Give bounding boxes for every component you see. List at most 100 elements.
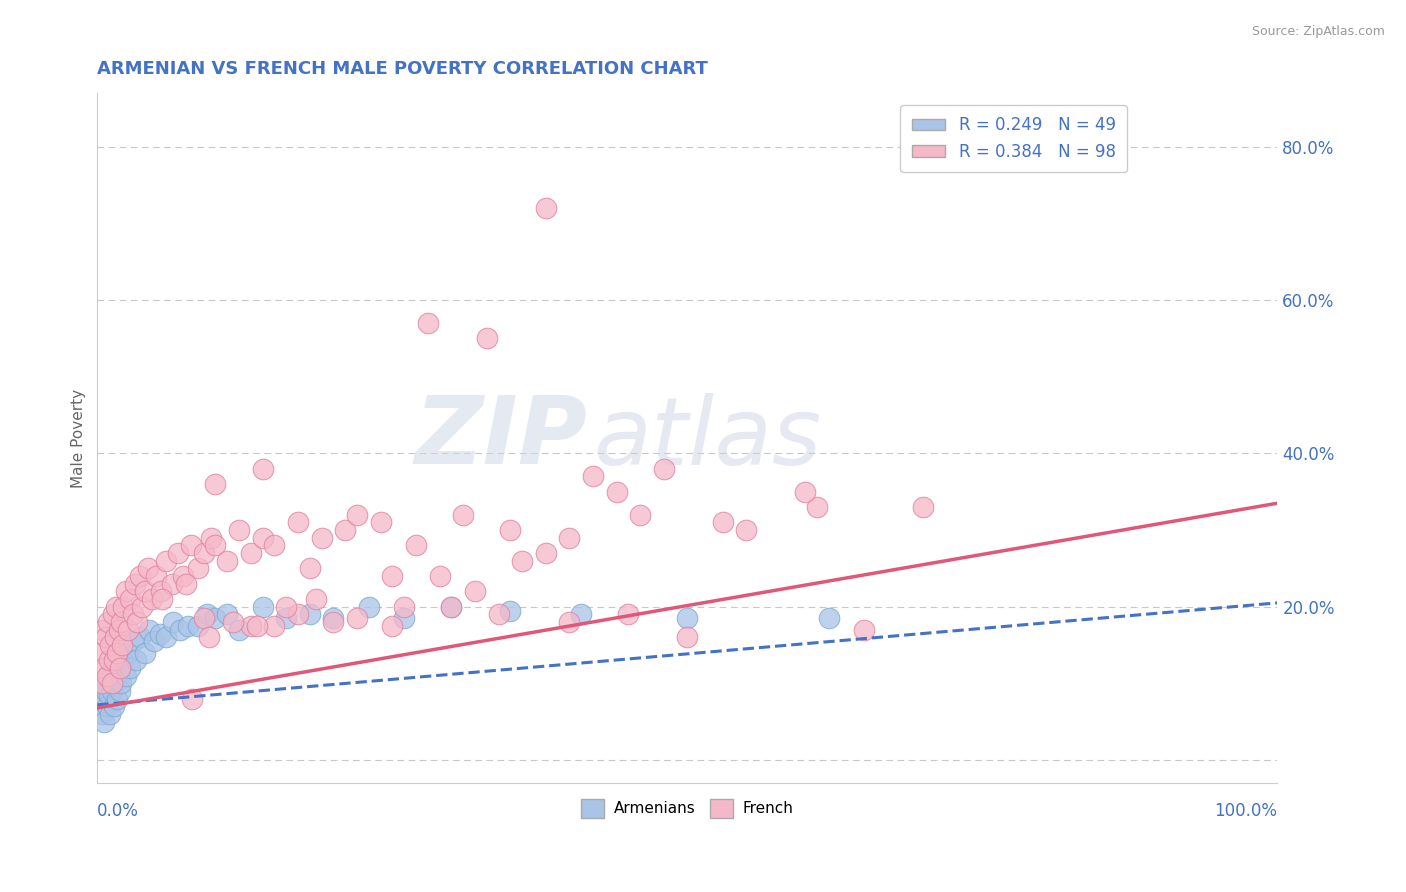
Text: Source: ZipAtlas.com: Source: ZipAtlas.com [1251, 25, 1385, 38]
Point [134, 584, 156, 599]
Point [853, 623, 876, 637]
Text: ZIP: ZIP [415, 392, 588, 484]
Point [110, 615, 132, 629]
Point [90, 691, 112, 706]
Point [606, 484, 628, 499]
Point [628, 508, 651, 522]
Point [263, 619, 285, 633]
Point [322, 611, 344, 625]
Point [195, 607, 218, 622]
Point [98, 706, 121, 721]
Point [499, 603, 522, 617]
Point [370, 516, 392, 530]
Point [187, 561, 209, 575]
Point [98, 653, 121, 667]
Point [204, 538, 226, 552]
Point [204, 611, 226, 625]
Point [128, 569, 150, 583]
Point [392, 599, 415, 614]
Point [298, 607, 321, 622]
Point [488, 607, 510, 622]
Point [534, 546, 557, 560]
Point [676, 631, 699, 645]
Point [204, 477, 226, 491]
Point [246, 619, 269, 633]
Point [121, 607, 143, 622]
Point [912, 500, 935, 514]
Point [475, 331, 498, 345]
Text: 0.0%: 0.0% [97, 802, 139, 821]
Point [200, 531, 222, 545]
Point [91, 706, 114, 721]
Point [451, 508, 474, 522]
Point [101, 661, 124, 675]
Point [134, 646, 156, 660]
Point [150, 584, 173, 599]
Point [617, 607, 640, 622]
Point [96, 669, 118, 683]
Point [91, 623, 114, 637]
Point [112, 599, 135, 614]
Point [125, 653, 148, 667]
Point [107, 691, 129, 706]
Point [346, 508, 368, 522]
Point [794, 484, 817, 499]
Point [177, 619, 200, 633]
Point [287, 607, 309, 622]
Point [110, 676, 132, 690]
Text: atlas: atlas [593, 392, 821, 483]
Point [98, 638, 121, 652]
Point [357, 599, 380, 614]
Point [287, 516, 309, 530]
Point [652, 461, 675, 475]
Point [143, 634, 166, 648]
Point [100, 676, 122, 690]
Point [111, 638, 134, 652]
Point [114, 584, 136, 599]
Point [136, 561, 159, 575]
Point [174, 576, 197, 591]
Text: ARMENIAN VS FRENCH MALE POVERTY CORRELATION CHART: ARMENIAN VS FRENCH MALE POVERTY CORRELAT… [97, 60, 709, 78]
Point [252, 461, 274, 475]
Point [239, 546, 262, 560]
Point [381, 569, 404, 583]
Point [346, 611, 368, 625]
Point [217, 607, 239, 622]
Point [94, 684, 117, 698]
Point [112, 653, 135, 667]
Point [510, 554, 533, 568]
Point [104, 676, 127, 690]
Point [252, 599, 274, 614]
Point [138, 623, 160, 637]
Point [107, 646, 129, 660]
Point [228, 523, 250, 537]
Point [222, 615, 245, 629]
Point [155, 554, 177, 568]
Point [100, 684, 122, 698]
Point [117, 623, 139, 637]
Point [105, 599, 128, 614]
Point [94, 631, 117, 645]
Point [499, 523, 522, 537]
Point [711, 516, 734, 530]
Point [93, 661, 115, 675]
Point [276, 599, 298, 614]
Point [193, 611, 215, 625]
Point [534, 201, 557, 215]
Point [298, 561, 321, 575]
Point [150, 592, 173, 607]
Point [173, 569, 195, 583]
Point [97, 615, 120, 629]
Point [120, 592, 142, 607]
Point [107, 669, 129, 683]
Point [104, 631, 127, 645]
Point [392, 611, 415, 625]
Point [96, 699, 118, 714]
Point [107, 623, 129, 637]
Point [818, 611, 841, 625]
Point [101, 607, 124, 622]
Point [155, 631, 177, 645]
Point [103, 653, 125, 667]
Point [558, 531, 581, 545]
Legend: Armenians, French: Armenians, French [575, 793, 800, 823]
